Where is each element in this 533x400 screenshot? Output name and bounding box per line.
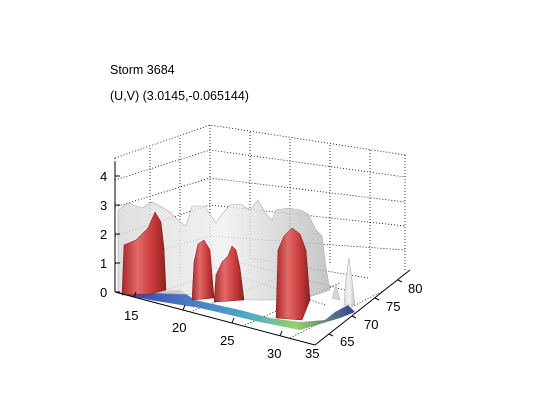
tick-marks [115, 175, 403, 337]
y-tick [397, 279, 403, 283]
y-tick [328, 333, 334, 337]
base-footprint [118, 290, 355, 330]
x-axis-line [114, 291, 316, 346]
grid-line [114, 149, 406, 181]
y-tick-label: 75 [386, 299, 400, 314]
z-tick-label: 4 [100, 169, 107, 184]
red-core-2 [191, 239, 215, 301]
x-tick [133, 291, 137, 298]
z-tick-label: 1 [100, 256, 107, 271]
grid-line [114, 177, 406, 208]
x-tick-label: 20 [172, 320, 186, 335]
x-tick-label: 25 [220, 333, 234, 348]
y-tick-label: 70 [364, 317, 378, 332]
z-tick-label: 2 [100, 227, 107, 242]
x-tick [279, 330, 283, 337]
grid-line [114, 124, 406, 159]
gray-spike [343, 257, 356, 306]
chart-title: Storm 3684 [110, 63, 175, 77]
x-tick [231, 317, 235, 324]
z-tick-label: 3 [100, 198, 107, 213]
y-tick [351, 315, 357, 319]
y-tick [374, 297, 380, 301]
red-core-1 [121, 211, 167, 296]
x-tick-label: 35 [305, 346, 319, 361]
chart-subtitle: (U,V) (3.0145,-0.065144) [110, 89, 249, 103]
axes [114, 162, 411, 346]
x-tick [182, 304, 186, 311]
gray-shard [331, 284, 341, 301]
red-core-3 [213, 245, 245, 303]
x-tick-label: 15 [124, 308, 138, 323]
y-tick-label: 65 [340, 334, 354, 349]
y-axis-line [314, 269, 411, 346]
x-tick-label: 30 [267, 346, 281, 361]
y-tick-label: 80 [408, 281, 422, 296]
gray-envelope [117, 199, 331, 301]
red-core-4 [275, 227, 311, 321]
z-tick-label: 0 [100, 285, 107, 300]
